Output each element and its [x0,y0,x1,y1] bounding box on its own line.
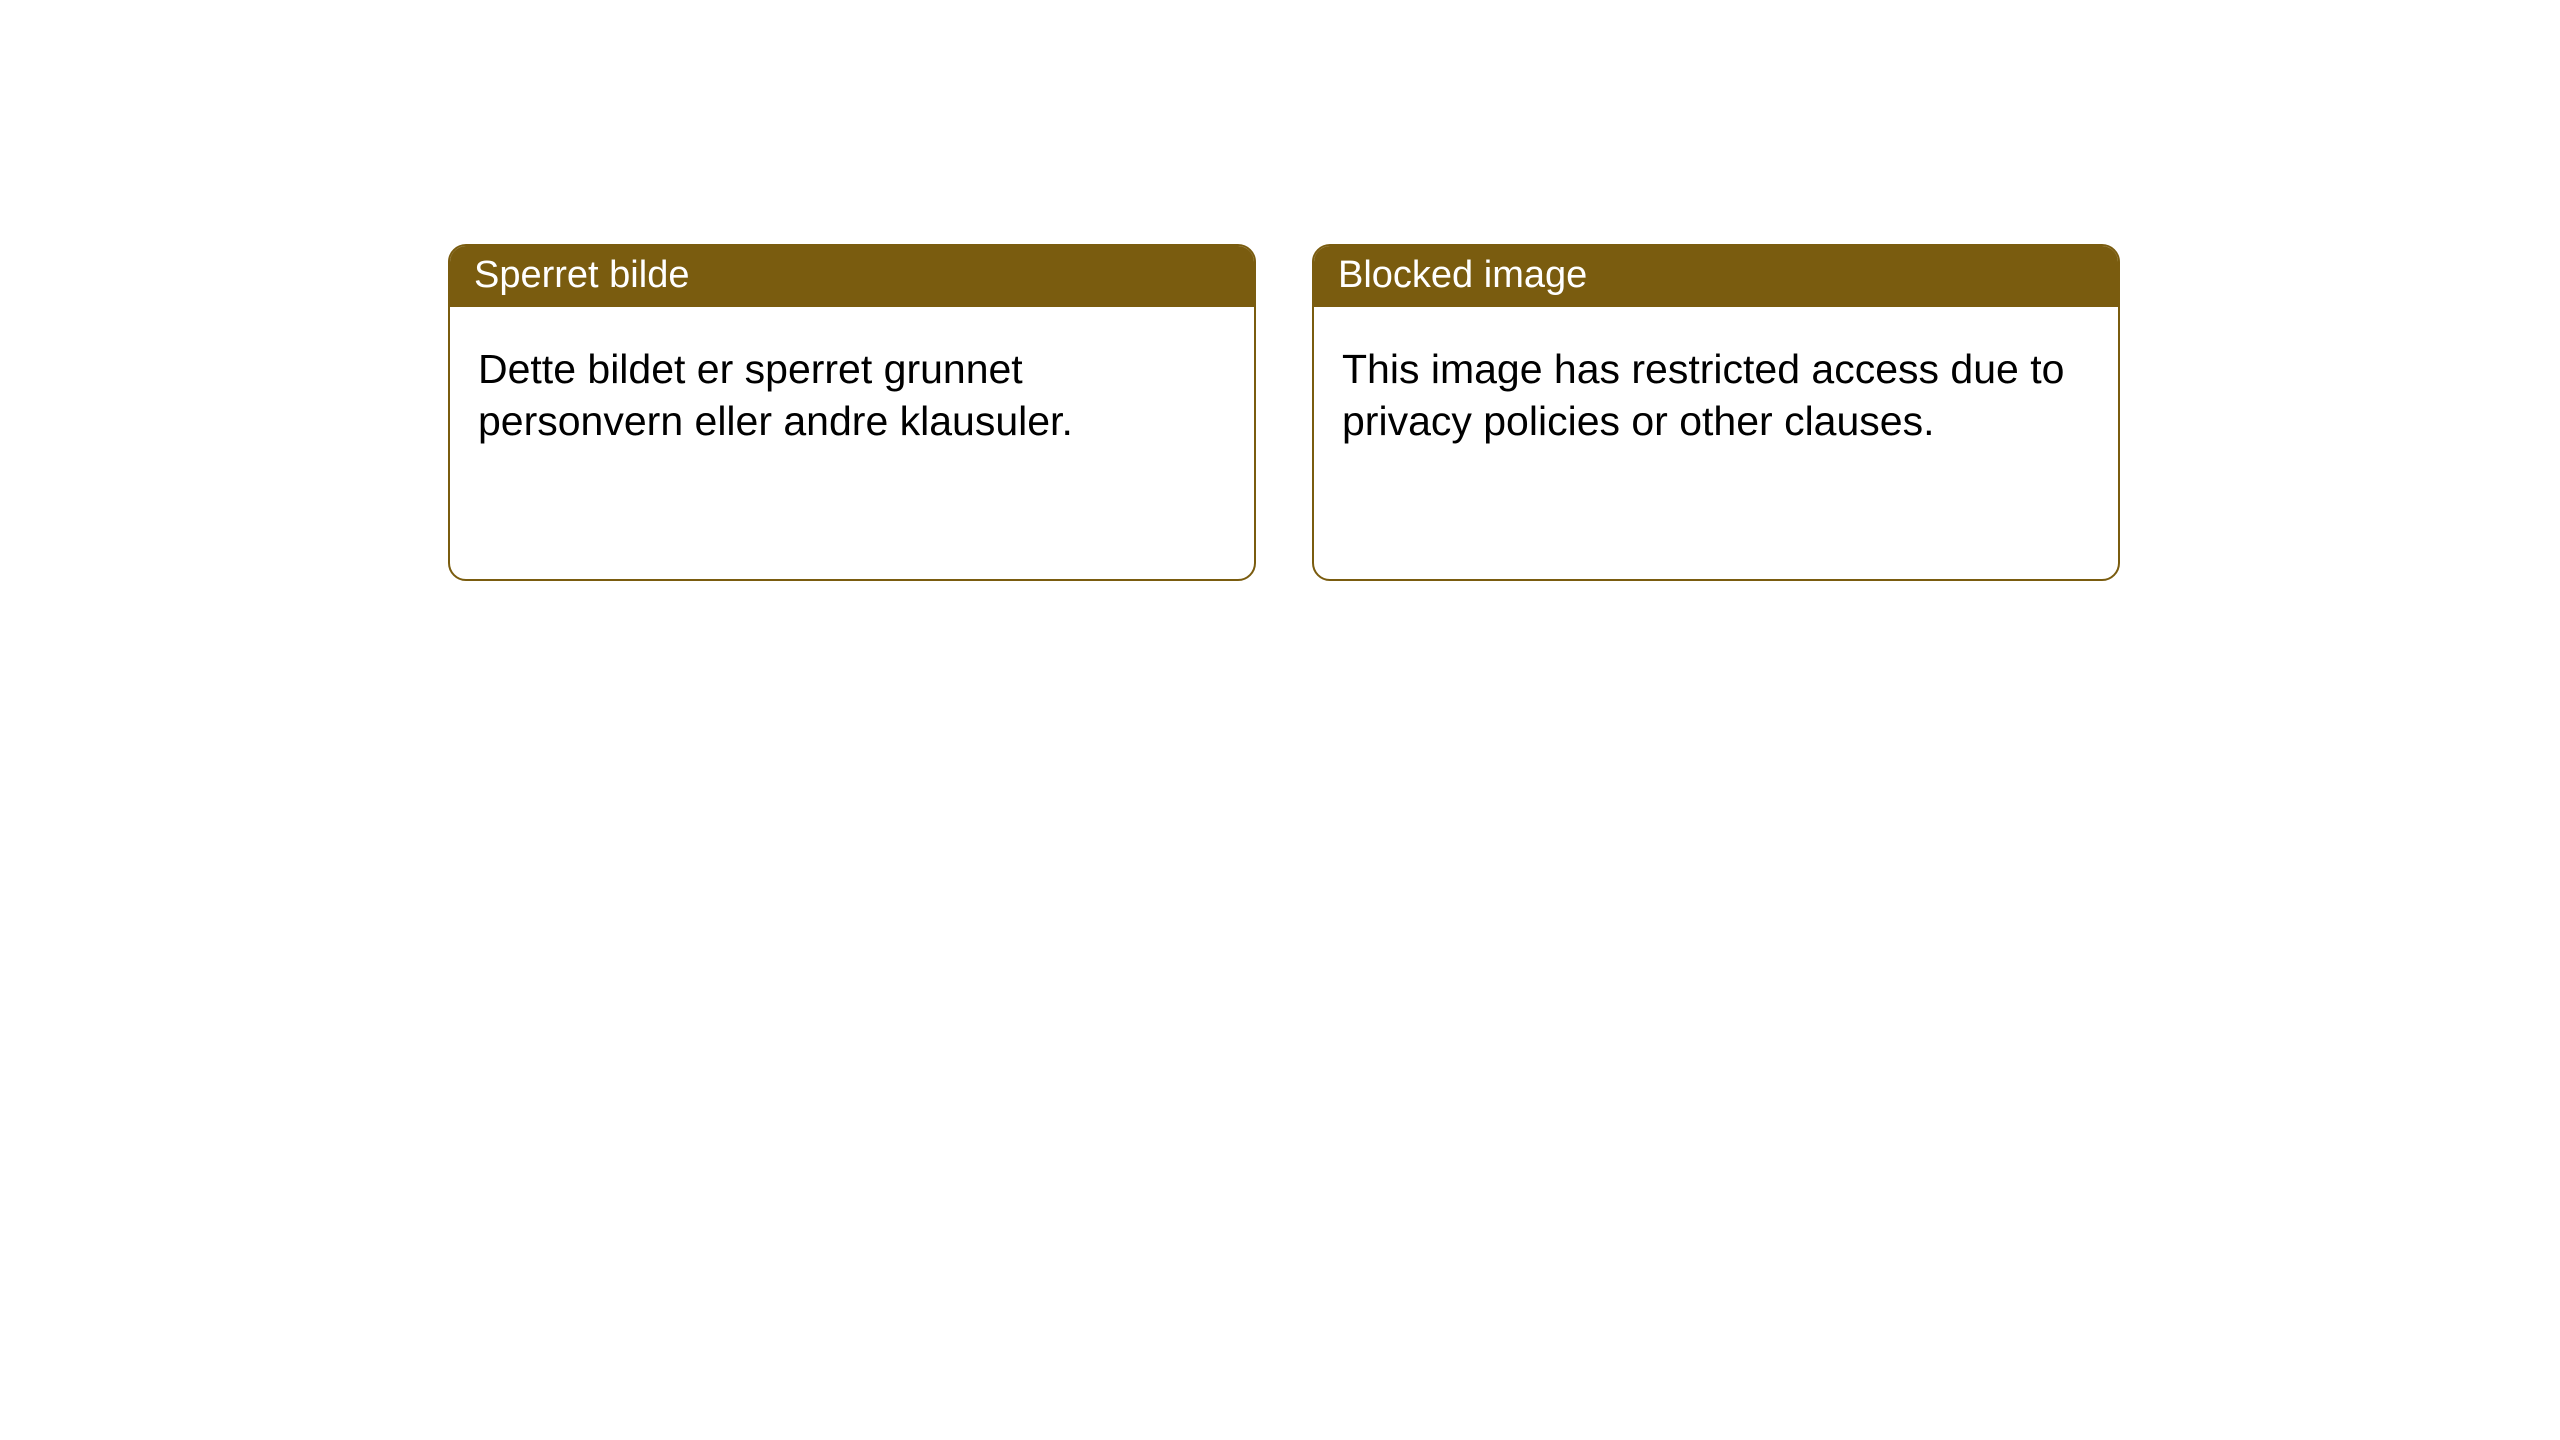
notice-body-no: Dette bildet er sperret grunnet personve… [450,307,1254,579]
notice-container: Sperret bilde Dette bildet er sperret gr… [0,0,2560,581]
blocked-image-notice-no: Sperret bilde Dette bildet er sperret gr… [448,244,1256,581]
notice-text-no: Dette bildet er sperret grunnet personve… [478,343,1226,448]
notice-text-en: This image has restricted access due to … [1342,343,2090,448]
blocked-image-notice-en: Blocked image This image has restricted … [1312,244,2120,581]
notice-body-en: This image has restricted access due to … [1314,307,2118,579]
notice-title-no: Sperret bilde [450,246,1254,307]
notice-title-en: Blocked image [1314,246,2118,307]
